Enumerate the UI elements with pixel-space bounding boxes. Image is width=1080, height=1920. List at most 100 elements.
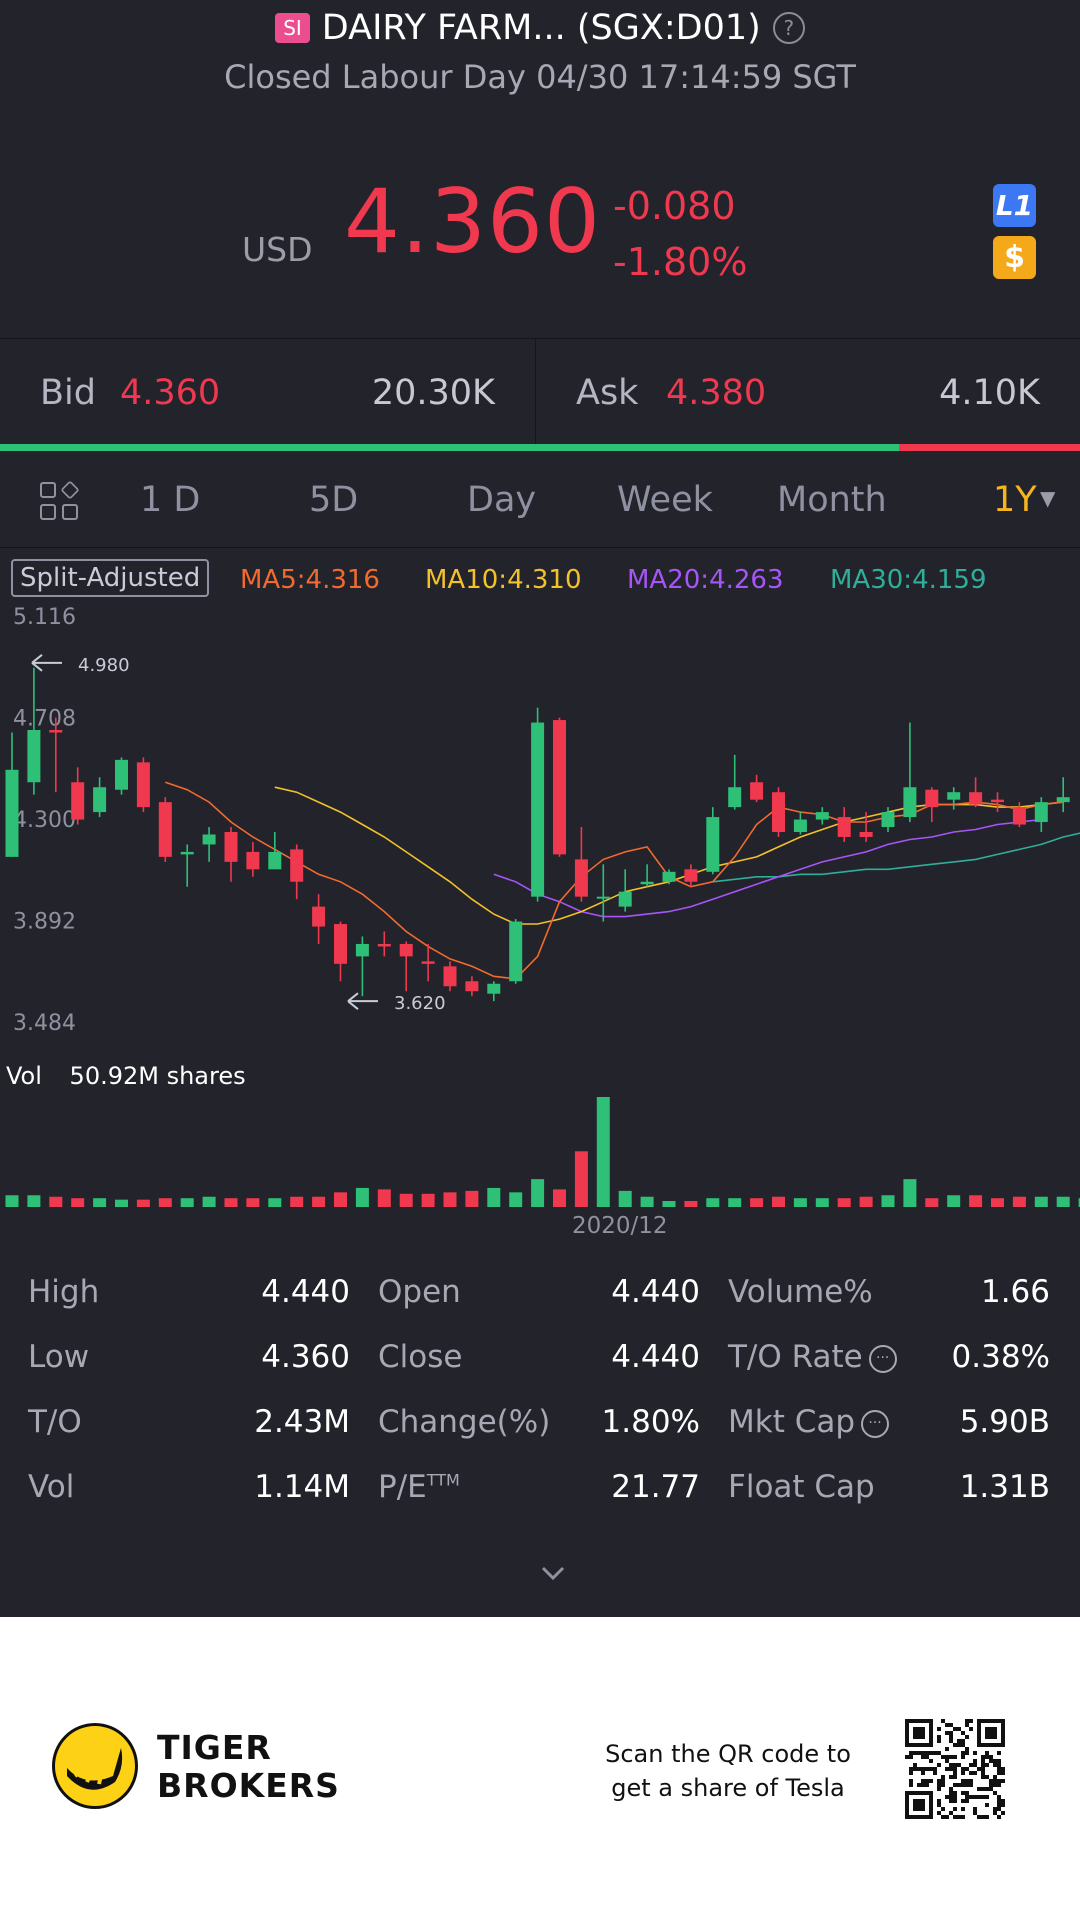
volume-bar (443, 1192, 457, 1207)
candle-body (180, 851, 194, 855)
volume-bar (553, 1189, 566, 1207)
stat-label-high: High (28, 1274, 100, 1310)
market-status: Closed Labour Day 04/30 17:14:59 SGT (224, 58, 856, 96)
price-block: USD 4.360 -0.080 -1.80% L1 $ (0, 170, 1080, 330)
volume-bar (947, 1195, 961, 1207)
high-marker-label: 4.980 (78, 655, 130, 676)
brand-line-1: TIGER (157, 1728, 272, 1767)
volume-bar (1056, 1196, 1070, 1207)
grid-layout-icon[interactable] (40, 480, 80, 522)
level1-icon[interactable]: L1 (993, 184, 1036, 227)
ask-price: 4.380 (666, 373, 767, 413)
candle-body (202, 834, 216, 845)
volume-bar (574, 1151, 588, 1207)
stat-value-change-pct: 1.80% (601, 1404, 700, 1440)
volume-bar (5, 1195, 19, 1207)
ma10-line (274, 786, 1064, 925)
volume-bar (136, 1199, 150, 1207)
stat-label-float-cap: Float Cap (728, 1469, 875, 1505)
currency-label: USD (242, 230, 313, 269)
dollar-icon[interactable]: $ (993, 236, 1036, 279)
volume-bar (837, 1198, 851, 1207)
candle-body (49, 730, 63, 733)
volume-bar (202, 1196, 216, 1207)
pe-text: P/E (378, 1469, 427, 1505)
split-adjusted-button[interactable]: Split-Adjusted (11, 559, 210, 597)
ma30-line (712, 832, 1080, 883)
volume-bar (706, 1198, 720, 1207)
candle-body (618, 891, 632, 907)
ma20-line (493, 818, 1042, 918)
candle-body (750, 782, 764, 800)
stock-title: DAIRY FARM... (SGX:D01) (321, 8, 761, 48)
volume-bar (662, 1201, 676, 1207)
change-value: -0.080 (613, 184, 736, 228)
more-info-icon[interactable]: ··· (868, 1344, 897, 1373)
change-percent: -1.80% (613, 240, 748, 284)
volume-bar (1012, 1196, 1026, 1207)
ma10-label: MA10:4.310 (425, 565, 582, 595)
candle-body (947, 792, 961, 800)
chevron-down-icon[interactable] (538, 1558, 568, 1588)
tab-month[interactable]: Month (777, 480, 887, 520)
volume-bar (421, 1193, 435, 1207)
volume-bar (93, 1198, 107, 1207)
stat-label-vol: Vol (28, 1469, 75, 1505)
candlestick-chart[interactable]: 5.116 4.708 4.300 3.892 3.484 4.980 3.620 (0, 605, 1080, 1235)
candle-body (136, 762, 150, 808)
volume-bar (640, 1196, 654, 1207)
caret-down-icon[interactable]: ▼ (1040, 486, 1056, 510)
candle-body (224, 832, 238, 862)
candle-body (509, 921, 523, 982)
stat-value-to-rate: 0.38% (951, 1339, 1050, 1375)
volume-bar (925, 1198, 939, 1207)
ma20-label: MA20:4.263 (627, 565, 784, 595)
tab-1d[interactable]: 1 D (140, 480, 201, 520)
stat-label-pe: P/ETTM (378, 1469, 460, 1505)
tab-1y[interactable]: 1Y (993, 480, 1037, 520)
stat-value-close: 4.440 (611, 1339, 700, 1375)
promo-line-1: Scan the QR code to (605, 1740, 851, 1768)
brand-name: TIGER BROKERS (157, 1729, 340, 1805)
volume-bar (377, 1189, 391, 1207)
stat-value-high: 4.440 (261, 1274, 350, 1310)
help-circle-icon[interactable]: ? (772, 12, 805, 44)
candle-body (1056, 797, 1070, 803)
volume-bar (487, 1187, 501, 1207)
volume-bar (312, 1196, 326, 1207)
tab-5d[interactable]: 5D (309, 480, 359, 520)
volume-bar (684, 1201, 698, 1207)
candle-body (728, 787, 742, 808)
last-price: 4.360 (344, 170, 601, 273)
volume-bar (115, 1199, 128, 1207)
volume-bar (180, 1198, 194, 1207)
candle-body (991, 799, 1004, 803)
candle-body (312, 906, 326, 927)
volume-bar (49, 1196, 63, 1207)
volume-bar (596, 1097, 610, 1207)
ask-size: 4.10K (939, 373, 1040, 413)
stat-value-turnover: 2.43M (254, 1404, 350, 1440)
volume-bar (465, 1190, 479, 1207)
candle-body (443, 966, 457, 987)
candle-body (465, 981, 479, 992)
candle-body (553, 720, 566, 855)
volume-bar (158, 1198, 172, 1207)
period-tabs: 1 D 5D Day Week Month 1Y ▼ (0, 452, 1080, 548)
more-info-icon[interactable]: ··· (861, 1409, 890, 1438)
candle-body (531, 722, 545, 897)
candle-body (596, 896, 610, 899)
volume-bar (815, 1198, 829, 1207)
tab-week[interactable]: Week (617, 480, 713, 520)
bid-ratio (0, 444, 899, 451)
stat-label-close: Close (378, 1339, 463, 1375)
tab-day[interactable]: Day (467, 480, 537, 520)
volume-bar (268, 1198, 282, 1207)
stock-title-row[interactable]: SI DAIRY FARM... (SGX:D01) ? (0, 8, 1080, 48)
bid-ask-ratio-bar (0, 444, 1080, 451)
volume-value: 50.92M shares (69, 1062, 246, 1090)
ma30-label: MA30:4.159 (830, 565, 987, 595)
candle-body (115, 759, 128, 790)
promo-text: Scan the QR code to get a share of Tesla (600, 1737, 856, 1805)
volume-bar (1078, 1198, 1080, 1207)
